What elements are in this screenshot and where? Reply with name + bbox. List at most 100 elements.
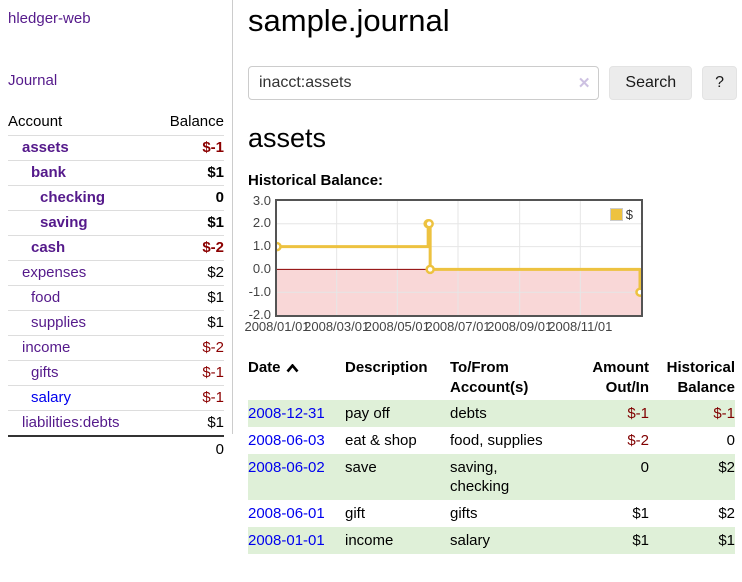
account-balance: 0 — [215, 189, 224, 206]
account-link[interactable]: saving — [40, 214, 88, 231]
sort-ascending-icon — [286, 364, 299, 373]
y-tick-label: -1.0 — [248, 283, 271, 299]
register-accounts: debts — [450, 404, 487, 422]
account-balance: $2 — [207, 264, 224, 281]
chart-title: Historical Balance: — [248, 171, 384, 189]
sidebar-account-row: expenses $2 — [8, 260, 224, 286]
app-title-link[interactable]: hledger-web — [8, 10, 91, 27]
register-date-link[interactable]: 2008-06-02 — [248, 458, 325, 476]
help-button[interactable]: ? — [702, 65, 737, 100]
register-row: 2008-01-01 income salary $1 $1 — [248, 526, 735, 554]
register-balance: $2 — [718, 458, 735, 476]
account-balance: $-1 — [202, 364, 224, 381]
sidebar-account-row: saving $1 — [8, 210, 224, 236]
register-balance: $1 — [718, 531, 735, 549]
journal-link[interactable]: Journal — [8, 72, 58, 89]
register-description: income — [345, 531, 394, 549]
register-amount: $-2 — [627, 431, 649, 449]
chart-legend: $ — [607, 205, 635, 223]
account-link[interactable]: gifts — [31, 364, 59, 381]
sidebar-account-row: food $1 — [8, 285, 224, 311]
account-link[interactable]: food — [31, 289, 61, 306]
y-tick-label: 1.0 — [252, 238, 271, 254]
account-link[interactable]: bank — [31, 164, 67, 181]
y-tick-label: -2.0 — [248, 306, 271, 322]
historical-balance-chart: 3.0 2.0 1.0 0.0 -1.0 -2.0 $ 2008/01/01 2008/03… — [244, 193, 737, 334]
total-spacer — [8, 436, 153, 463]
accounts-col-account: Account — [8, 113, 63, 130]
nav-journal: Journal — [8, 72, 224, 90]
accounts-table: Account Balance assets $-1 bank $1 check… — [8, 111, 224, 463]
account-balance: $1 — [207, 289, 224, 306]
accounts-total-row: 0 — [8, 436, 224, 463]
account-balance: $-1 — [202, 389, 224, 406]
column-balance: Historical Balance — [666, 358, 735, 396]
register-accounts: food, supplies — [450, 431, 543, 449]
register-table: Date Description To/From Account(s) Amou… — [248, 356, 735, 554]
page-title: sample.journal — [248, 3, 450, 38]
sidebar-account-row: cash $-2 — [8, 235, 224, 261]
column-amount: Amount Out/In — [592, 358, 649, 396]
register-description: pay off — [345, 404, 390, 422]
register-description: eat & shop — [345, 431, 417, 449]
column-date[interactable]: Date — [248, 356, 345, 400]
account-balance: $-2 — [202, 239, 224, 256]
register-amount: $-1 — [627, 404, 649, 422]
y-tick-label: 2.0 — [252, 215, 271, 231]
register-amount: $1 — [632, 531, 649, 549]
register-date-link[interactable]: 2008-12-31 — [248, 404, 325, 422]
account-link[interactable]: income — [22, 339, 71, 356]
search-box: ✕ — [248, 65, 600, 100]
x-tick-label: 2008/03/01 — [304, 318, 370, 334]
chart-canvas — [277, 200, 641, 315]
register-accounts: saving, checking — [450, 458, 510, 495]
register-description: save — [345, 458, 377, 476]
register-balance: $2 — [718, 504, 735, 522]
register-header-row: Date Description To/From Account(s) Amou… — [248, 356, 735, 400]
account-balance: $-2 — [202, 339, 224, 356]
account-balance: $1 — [207, 164, 224, 181]
account-link[interactable]: liabilities:debts — [22, 414, 120, 431]
register-accounts: salary — [450, 531, 491, 549]
accounts-total-value: 0 — [215, 441, 224, 458]
column-description: Description — [345, 358, 428, 376]
register-amount: $1 — [632, 504, 649, 522]
account-balance: $1 — [207, 214, 224, 231]
register-description: gift — [345, 504, 366, 522]
register-accounts: gifts — [450, 504, 478, 522]
account-link[interactable]: expenses — [22, 264, 87, 281]
register-date-link[interactable]: 2008-01-01 — [248, 531, 325, 549]
register-row: 2008-06-01 gift gifts $1 $2 — [248, 500, 735, 527]
sidebar-account-row: assets $-1 — [8, 135, 224, 161]
account-link[interactable]: checking — [40, 189, 106, 206]
account-link[interactable]: supplies — [31, 314, 87, 331]
accounts-col-balance: Balance — [169, 113, 224, 130]
chart-x-axis: 2008/01/01 2008/03/01 2008/05/01 2008/07/01… — [244, 317, 737, 334]
chart-y-axis: 3.0 2.0 1.0 0.0 -1.0 -2.0 — [248, 193, 272, 322]
search-input[interactable] — [248, 65, 600, 100]
main-content: sample.journal ✕ Search ? assets Histori… — [244, 0, 737, 554]
accounts-header-row: Account Balance — [8, 111, 224, 136]
register-date-link[interactable]: 2008-06-03 — [248, 431, 325, 449]
sidebar-account-row: liabilities:debts $1 — [8, 410, 224, 437]
column-date-label: Date — [248, 358, 281, 376]
sidebar-account-row: checking 0 — [8, 185, 224, 211]
x-tick-label: 2008/09/01 — [487, 318, 553, 334]
sidebar-account-row: gifts $-1 — [8, 360, 224, 386]
register-date-link[interactable]: 2008-06-01 — [248, 504, 325, 522]
register-row: 2008-06-02 save saving, checking 0 $2 — [248, 453, 735, 500]
account-link[interactable]: assets — [22, 139, 69, 156]
y-tick-label: 3.0 — [252, 192, 271, 208]
account-link[interactable]: salary — [31, 389, 72, 406]
register-balance: 0 — [726, 431, 735, 449]
register-amount: 0 — [640, 458, 649, 476]
account-balance: $1 — [207, 414, 224, 431]
x-tick-label: 2008/05/01 — [364, 318, 430, 334]
sidebar: hledger-web Journal Account Balance asse… — [0, 0, 233, 458]
y-tick-label: 0.0 — [252, 261, 271, 277]
account-link[interactable]: cash — [31, 239, 66, 256]
search-button[interactable]: Search — [609, 65, 693, 100]
chart-plot-area: $ — [275, 198, 643, 317]
register-row: 2008-06-03 eat & shop food, supplies $-2… — [248, 427, 735, 454]
clear-search-icon[interactable]: ✕ — [577, 74, 591, 92]
